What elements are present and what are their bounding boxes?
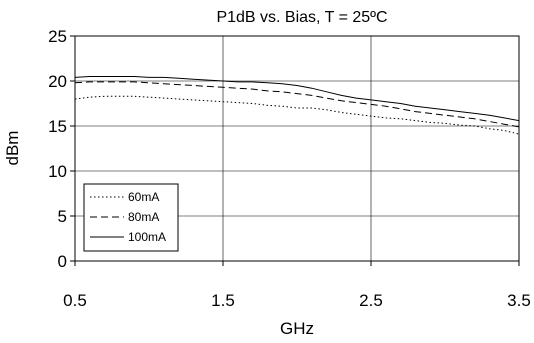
y-axis: 0 5 10 15 20 25 [48,27,75,271]
y-tick-label: 15 [48,117,67,136]
x-axis: 0.5 1.5 2.5 3.5 [63,261,531,310]
series-line-100mA [74,76,520,122]
legend: 60mA 80mA 100mA [83,183,179,252]
x-tick-label: 2.5 [359,291,383,310]
legend-box [83,183,179,252]
plot-border [74,35,520,262]
x-tick-label: 3.5 [507,291,531,310]
y-axis-title: dBm [3,131,22,166]
y-tick-label: 5 [58,207,67,226]
y-tick-label: 10 [48,162,67,181]
y-tick-label: 0 [58,252,67,271]
series-line-80mA [74,81,520,128]
legend-label-100mA: 100mA [128,230,166,244]
y-tick-label: 25 [48,27,67,46]
legend-label-60mA: 60mA [128,190,159,204]
x-axis-title: GHz [280,319,314,338]
chart-title: P1dB vs. Bias, T = 25ºC [216,9,387,26]
x-tick-label: 0.5 [63,291,87,310]
legend-label-80mA: 80mA [128,210,159,224]
x-tick-label: 1.5 [211,291,235,310]
y-tick-label: 20 [48,72,67,91]
series-group [74,76,520,135]
